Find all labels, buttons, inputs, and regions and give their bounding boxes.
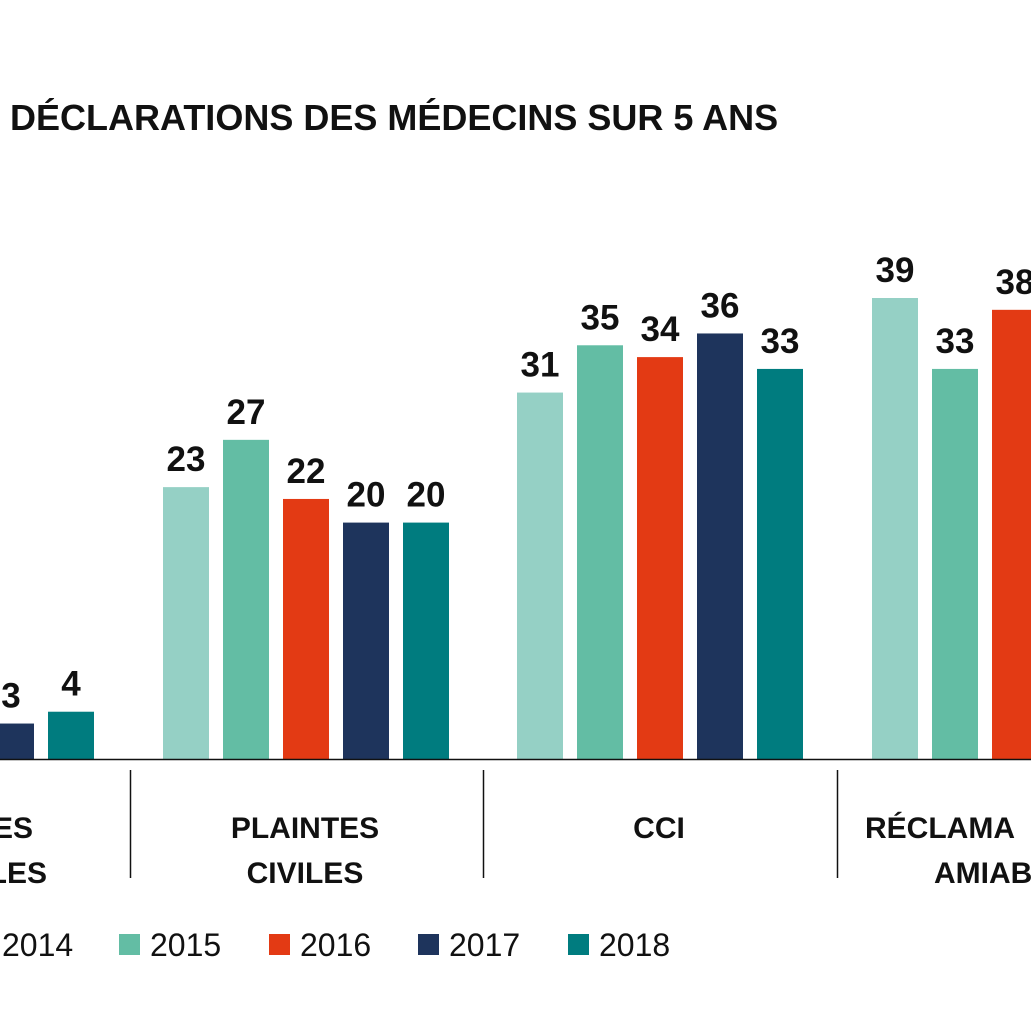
data-label: 4 — [61, 665, 81, 704]
legend-label: 2015 — [150, 927, 221, 963]
legend-label: 2018 — [599, 927, 670, 963]
data-label: 33 — [936, 322, 975, 361]
category-labels: ES LES PLAINTES CIVILES CCI RÉCLAMA AMIAB — [0, 770, 1031, 890]
data-label: 35 — [581, 298, 620, 337]
category-label: AMIAB — [934, 857, 1031, 890]
category-label: ES — [0, 812, 33, 845]
legend-swatch-2017 — [418, 934, 439, 955]
bar-2016 — [637, 357, 683, 759]
chart-title: DÉCLARATIONS DES MÉDECINS SUR 5 ANS — [10, 97, 778, 138]
legend: 2014 2015 2016 2017 2018 — [2, 927, 670, 963]
category-label: RÉCLAMA — [865, 811, 1015, 845]
bar-2014 — [517, 392, 563, 759]
legend-swatch-2018 — [568, 934, 589, 955]
legend-label: 2017 — [449, 927, 520, 963]
bar-2016 — [992, 309, 1031, 759]
data-label: 20 — [347, 476, 386, 515]
data-label: 38 — [996, 263, 1031, 302]
bar-2016 — [283, 498, 329, 759]
data-label: 33 — [761, 322, 800, 361]
bar-2014 — [872, 298, 918, 759]
data-label: 36 — [701, 286, 740, 325]
legend-label: 2016 — [300, 927, 371, 963]
data-label: 23 — [167, 440, 206, 479]
bar-2018 — [48, 711, 94, 759]
legend-label: 2014 — [2, 927, 73, 963]
data-label: 39 — [876, 251, 915, 290]
data-label: 22 — [287, 452, 326, 491]
bar-2015 — [223, 439, 269, 759]
category-label: LES — [0, 857, 47, 890]
bar-2017 — [343, 522, 389, 759]
bars: 23 31 39 27 35 33 22 34 38 3 20 36 4 20 33 — [0, 251, 1031, 759]
bar-2017 — [697, 333, 743, 759]
bar-2017 — [0, 723, 34, 759]
category-label: CIVILES — [247, 857, 364, 890]
data-label: 3 — [1, 677, 20, 716]
data-label: 31 — [521, 346, 560, 385]
bar-2018 — [757, 368, 803, 759]
category-label: PLAINTES — [231, 812, 379, 845]
data-label: 27 — [227, 393, 266, 432]
category-label: CCI — [633, 812, 685, 845]
data-label: 20 — [407, 476, 446, 515]
bar-2015 — [577, 345, 623, 759]
legend-swatch-2016 — [269, 934, 290, 955]
bar-2015 — [932, 368, 978, 759]
bar-2018 — [403, 522, 449, 759]
bar-2014 — [163, 487, 209, 759]
legend-swatch-2015 — [119, 934, 140, 955]
data-label: 34 — [641, 310, 680, 349]
